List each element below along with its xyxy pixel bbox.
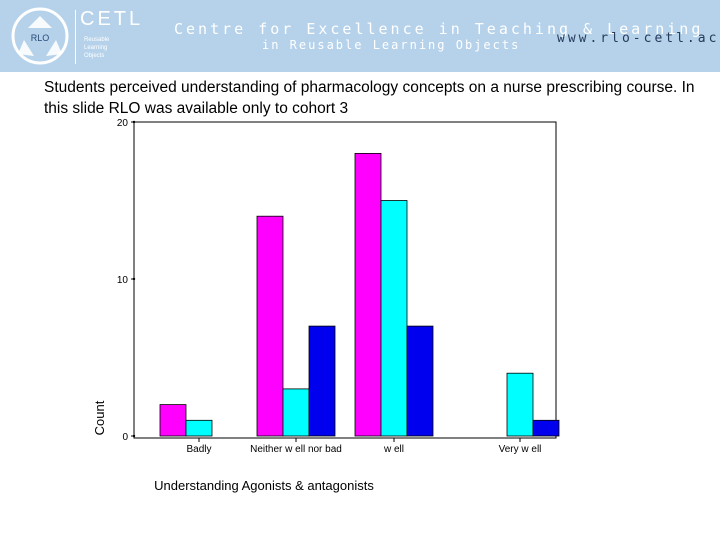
brand-sub-line: Objects (84, 53, 105, 59)
bar (532, 419, 560, 437)
y-tick-dot (132, 277, 136, 281)
bar (185, 419, 213, 437)
bar (308, 325, 336, 437)
slide-title: Students perceived understanding of phar… (44, 79, 695, 117)
bar (406, 325, 434, 437)
y-axis-label: Count (92, 400, 107, 435)
bar (380, 200, 408, 437)
y-tick-label: 10 (117, 275, 129, 286)
brand-sub-line: Learning (84, 45, 108, 51)
brand-subtitle: Reusable Learning Objects (84, 36, 124, 60)
bar (282, 388, 310, 437)
y-tick-dot (132, 120, 136, 124)
x-tick-label: Neither w ell nor bad (250, 444, 342, 455)
x-tick-label: w ell (383, 444, 404, 455)
brand-divider (75, 10, 76, 64)
y-tick-dot (132, 434, 136, 438)
bar (506, 372, 534, 437)
tagline-line1: Centre for Excellence in Teaching & Lear… (174, 20, 704, 38)
bar (354, 152, 382, 437)
y-tick-label: 0 (122, 432, 128, 443)
x-tick-label: Very w ell (499, 444, 542, 455)
x-axis-label: Understanding Agonists & antagonists (154, 478, 374, 493)
logo-text: RLO (31, 33, 50, 43)
header-banner: RLO CETL Reusable Learning Objects Centr… (0, 0, 720, 72)
plot-frame (133, 121, 557, 439)
recycle-logo-icon: RLO (11, 7, 69, 65)
bar (256, 215, 284, 437)
tagline-line2: in Reusable Learning Objects (262, 38, 521, 52)
brand-sub-line: Reusable (84, 37, 110, 43)
x-tick-label: Badly (186, 444, 211, 455)
brand-name: CETL (80, 8, 144, 30)
bar (159, 404, 187, 437)
y-tick-label: 20 (117, 118, 129, 129)
site-url-link[interactable]: www.rlo-cetl.ac.uk (557, 31, 720, 46)
